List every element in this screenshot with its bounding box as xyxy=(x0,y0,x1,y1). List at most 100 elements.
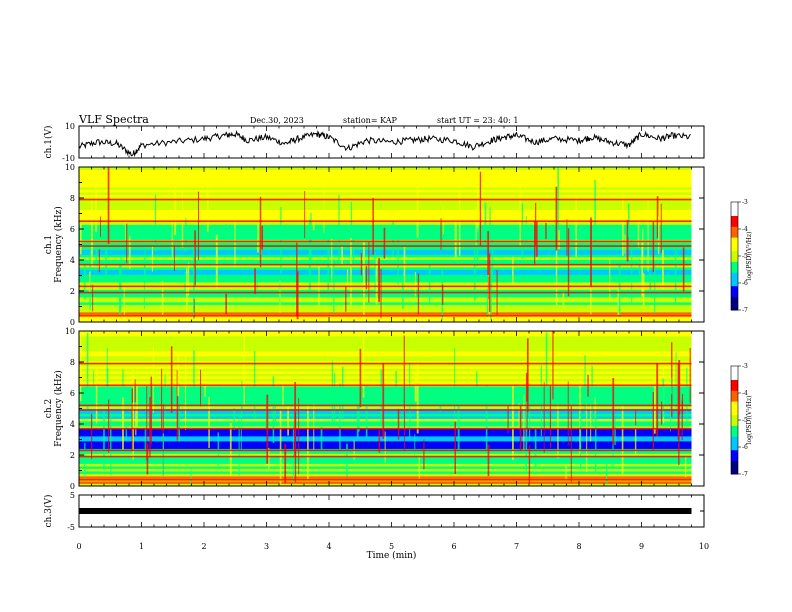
spectrogram-streak xyxy=(186,267,188,311)
spectrogram-band xyxy=(79,207,692,210)
y-axis-label: ch.1(V) xyxy=(43,126,54,159)
spectrogram-streak xyxy=(579,410,582,468)
spectrogram-streak xyxy=(658,216,660,255)
colorbar-tick-label: -5 xyxy=(742,253,748,260)
spectrogram-band xyxy=(79,289,692,293)
y-tick-label: 2 xyxy=(70,451,75,460)
colorbar-swatch xyxy=(731,387,738,391)
spectrogram-streak xyxy=(614,419,616,446)
spectrogram-streak xyxy=(521,203,524,260)
spectrogram-streak xyxy=(594,179,596,241)
spectrogram-streak xyxy=(350,201,353,272)
spectrogram-band xyxy=(79,406,692,409)
spectrogram-streak xyxy=(161,280,164,318)
y-axis-label: ch.3(V) xyxy=(43,495,54,528)
colorbar-swatch xyxy=(731,272,738,276)
spectrogram-streak xyxy=(95,171,97,232)
colorbar-swatch xyxy=(731,296,738,300)
spectrogram-band xyxy=(79,287,692,290)
colorbar-swatch xyxy=(731,264,738,268)
colorbar-swatch xyxy=(731,218,738,222)
spectrogram-band xyxy=(79,338,692,342)
date-label: Dec.30, 2023 xyxy=(250,116,304,125)
x-tick-label: 0 xyxy=(76,542,81,551)
spectrogram-streak xyxy=(487,231,490,276)
spectrogram-streak xyxy=(146,385,148,461)
colorbar-swatch xyxy=(731,283,738,287)
spectrogram-streak xyxy=(161,368,163,430)
colorbar-swatch xyxy=(731,280,738,284)
spectrogram-band xyxy=(79,184,692,188)
spectrogram-streak xyxy=(660,401,663,425)
spectrogram-streak xyxy=(105,245,108,280)
spectrogram-streak xyxy=(485,385,488,450)
spectrogram-streak xyxy=(535,202,537,246)
colorbar-swatch xyxy=(731,226,738,230)
spectrogram-band xyxy=(79,336,692,339)
spectrogram-streak xyxy=(476,228,479,266)
spectrogram-streak xyxy=(274,402,276,422)
spectrogram-band xyxy=(79,199,692,203)
spectrogram-streak xyxy=(174,167,177,236)
spectrogram-streak xyxy=(378,258,380,302)
spectrogram-streak xyxy=(457,404,460,450)
spectrogram-streak xyxy=(296,242,298,317)
spectrogram-streak xyxy=(345,286,347,312)
spectrogram-streak xyxy=(372,198,374,255)
colorbar-swatch xyxy=(731,242,738,246)
spectrogram-band xyxy=(79,274,692,278)
spectrogram-streak xyxy=(92,284,94,312)
spectrogram-streak xyxy=(95,249,98,266)
spectrogram-band xyxy=(79,247,692,250)
spectrogram-streak xyxy=(107,167,110,244)
spectrogram-band xyxy=(79,378,692,382)
spectrogram-streak xyxy=(617,285,620,321)
spectrogram-streak xyxy=(164,374,166,419)
spectrogram-streak xyxy=(562,291,565,309)
ch1-trace xyxy=(78,130,691,158)
spectrogram-streak xyxy=(149,397,151,458)
spectrogram-band xyxy=(79,463,692,467)
spectrogram-streak xyxy=(341,245,343,266)
spectrogram-band xyxy=(79,356,692,359)
colorbar-swatch xyxy=(731,447,738,451)
spectrogram-streak xyxy=(674,249,677,305)
spectrogram-streak xyxy=(654,264,656,313)
spectrogram-band xyxy=(79,391,692,394)
spectrogram-band xyxy=(79,297,692,300)
spectrogram-streak xyxy=(378,430,381,453)
spectrogram-band xyxy=(79,368,692,372)
spectrogram-streak xyxy=(365,265,368,290)
spectrogram-streak xyxy=(642,273,645,306)
colorbar-tick-label: -5 xyxy=(742,417,748,424)
colorbar-swatch xyxy=(731,406,738,410)
colorbar-swatch xyxy=(731,371,738,375)
y-axis-label: ch.2 xyxy=(44,399,54,418)
spectrogram-streak xyxy=(545,222,547,240)
spectrogram-streak xyxy=(374,251,376,299)
x-tick-label: 2 xyxy=(201,542,206,551)
spectrogram-band xyxy=(79,294,692,298)
colorbar-swatch xyxy=(731,245,738,249)
spectrogram-line xyxy=(79,455,692,458)
x-tick-label: 4 xyxy=(326,542,331,551)
spectrogram-band xyxy=(79,476,692,479)
colorbar-swatch xyxy=(731,301,738,306)
spectrogram-line xyxy=(79,384,692,387)
spectrogram-band xyxy=(79,466,692,469)
spectrogram-streak xyxy=(543,382,545,453)
colorbar-swatch xyxy=(731,220,738,225)
colorbar-swatch xyxy=(731,266,738,270)
spectrogram-streak xyxy=(243,331,245,405)
spectrogram-streak xyxy=(365,385,368,438)
spectrogram-line xyxy=(79,220,692,223)
spectrogram-streak xyxy=(257,224,259,253)
spectrogram-streak xyxy=(635,409,637,428)
spectrogram-streak xyxy=(414,372,417,402)
spectrogram-band xyxy=(79,192,692,195)
spectrogram-streak xyxy=(279,410,282,484)
colorbar-swatch xyxy=(731,403,738,407)
spectrogram-line xyxy=(79,285,692,288)
spectrogram-band xyxy=(79,401,692,404)
spectrogram-band xyxy=(79,167,692,170)
